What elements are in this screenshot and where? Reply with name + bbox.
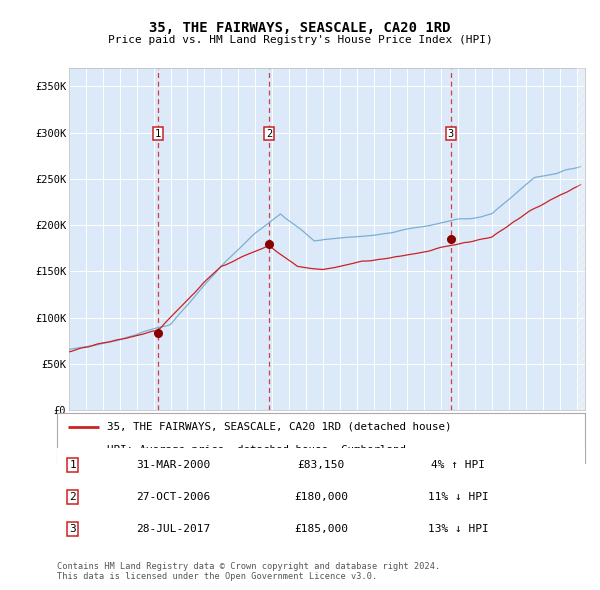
Text: £185,000: £185,000 <box>294 524 348 534</box>
Text: 27-OCT-2006: 27-OCT-2006 <box>136 492 210 502</box>
Text: 28-JUL-2017: 28-JUL-2017 <box>136 524 210 534</box>
Text: 2: 2 <box>70 492 76 502</box>
Text: 2: 2 <box>266 129 272 139</box>
Text: Contains HM Land Registry data © Crown copyright and database right 2024.
This d: Contains HM Land Registry data © Crown c… <box>57 562 440 581</box>
Text: 35, THE FAIRWAYS, SEASCALE, CA20 1RD (detached house): 35, THE FAIRWAYS, SEASCALE, CA20 1RD (de… <box>107 421 452 431</box>
Text: 1: 1 <box>70 460 76 470</box>
Text: £83,150: £83,150 <box>298 460 344 470</box>
Text: £180,000: £180,000 <box>294 492 348 502</box>
Text: 3: 3 <box>448 129 454 139</box>
Text: 35, THE FAIRWAYS, SEASCALE, CA20 1RD: 35, THE FAIRWAYS, SEASCALE, CA20 1RD <box>149 21 451 35</box>
Text: 4% ↑ HPI: 4% ↑ HPI <box>431 460 485 470</box>
Text: 13% ↓ HPI: 13% ↓ HPI <box>428 524 488 534</box>
Text: 1: 1 <box>155 129 161 139</box>
Text: 31-MAR-2000: 31-MAR-2000 <box>136 460 210 470</box>
Text: 3: 3 <box>70 524 76 534</box>
Text: Price paid vs. HM Land Registry's House Price Index (HPI): Price paid vs. HM Land Registry's House … <box>107 35 493 45</box>
Text: 11% ↓ HPI: 11% ↓ HPI <box>428 492 488 502</box>
Text: HPI: Average price, detached house, Cumberland: HPI: Average price, detached house, Cumb… <box>107 445 406 455</box>
